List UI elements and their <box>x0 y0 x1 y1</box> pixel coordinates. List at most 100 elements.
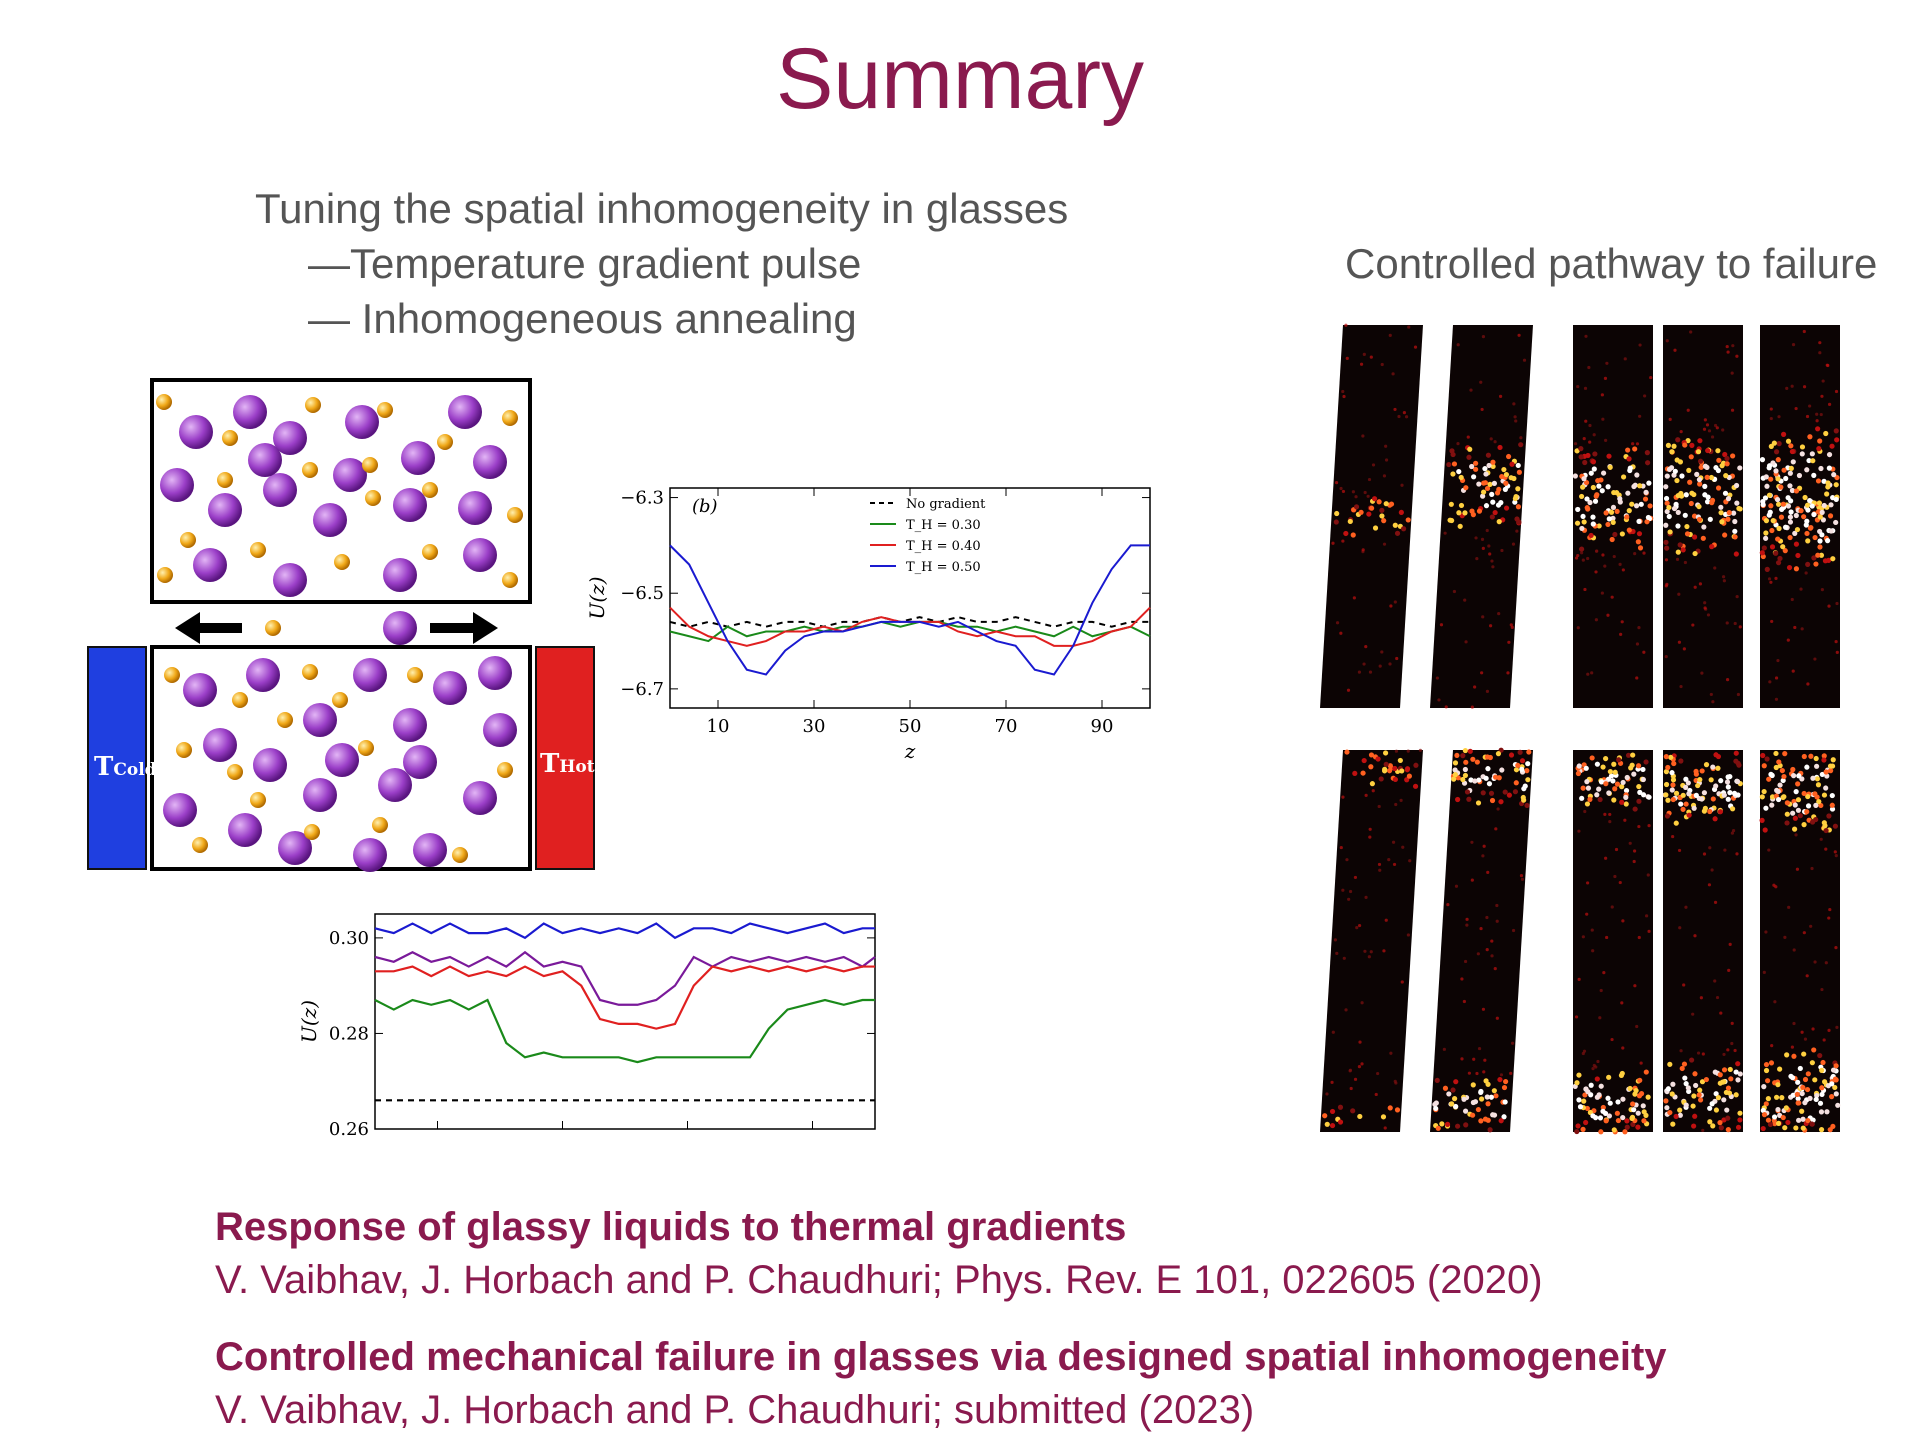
series-line-3 <box>374 998 875 1064</box>
small-particle <box>176 742 192 758</box>
small-particle <box>250 792 266 808</box>
x-tick-label: 90 <box>1091 716 1114 737</box>
small-particle <box>277 712 293 728</box>
large-particle <box>228 813 262 847</box>
tuning-item-annealing: — Inhomogeneous annealing <box>308 295 857 342</box>
slide-title: Summary <box>776 31 1144 127</box>
large-particle <box>433 671 467 705</box>
legend-entry: T_H = 0.40 <box>906 539 981 554</box>
legend-entry: T_H = 0.50 <box>906 560 981 575</box>
large-particle <box>448 395 482 429</box>
left-arrow-icon <box>175 612 242 644</box>
reference-1-authors: V. Vaibhav, J. Horbach and P. Chaudhuri;… <box>215 1258 1543 1302</box>
series-line-3 <box>669 544 1150 676</box>
small-particle <box>334 554 350 570</box>
large-particle <box>263 473 297 507</box>
small-particle <box>377 402 393 418</box>
small-particle <box>332 692 348 708</box>
large-particle <box>463 538 497 572</box>
y-tick-label: 0.28 <box>329 1023 369 1044</box>
y-tick-label: 0.26 <box>329 1119 369 1140</box>
small-particle <box>407 667 423 683</box>
large-particle <box>353 838 387 872</box>
snapshot-panel <box>1572 325 1654 708</box>
transition-particles <box>265 611 417 645</box>
snapshot-panel <box>1759 325 1840 708</box>
legend-entry: No gradient <box>906 497 986 512</box>
large-particle <box>378 768 412 802</box>
small-particle <box>365 490 381 506</box>
small-particle <box>502 410 518 426</box>
reference-2-authors: V. Vaibhav, J. Horbach and P. Chaudhuri;… <box>215 1388 1255 1432</box>
energy-profile-chart-b: −6.3 −6.5 −6.7 10 30 50 70 90 z U(z) (b) No gradien… <box>585 487 1151 763</box>
snapshot-panel <box>1430 747 1533 1133</box>
small-particle <box>302 462 318 478</box>
large-particle <box>483 713 517 747</box>
large-particle <box>333 458 367 492</box>
tuning-item-temperature: —Temperature gradient pulse <box>308 240 862 287</box>
large-particle <box>393 708 427 742</box>
y-tick-label: −6.7 <box>620 679 664 700</box>
y-axis-label: U(z) <box>297 1000 321 1043</box>
large-particle <box>253 748 287 782</box>
y-tick-label: −6.5 <box>620 583 664 604</box>
small-particle <box>362 457 378 473</box>
large-particle <box>463 781 497 815</box>
small-particle <box>217 472 233 488</box>
large-particle <box>393 488 427 522</box>
snapshot-panel <box>1662 750 1743 1133</box>
snapshot-panel <box>1572 750 1653 1135</box>
panel-label: (b) <box>692 496 718 517</box>
large-particle <box>160 468 194 502</box>
large-particle <box>413 833 447 867</box>
small-particle <box>192 837 208 853</box>
hot-reservoir <box>535 646 595 870</box>
large-particle <box>248 443 282 477</box>
large-particle <box>179 415 213 449</box>
lower-particles <box>163 656 517 872</box>
upper-particles <box>156 394 523 597</box>
y-axis-label: U(z) <box>585 577 609 620</box>
plot-frame <box>374 913 876 1130</box>
x-tick-label: 10 <box>707 716 730 737</box>
small-particle <box>358 740 374 756</box>
small-particle <box>507 507 523 523</box>
failure-heading: Controlled pathway to failure <box>1345 240 1878 287</box>
large-particle <box>233 395 267 429</box>
small-particle <box>305 397 321 413</box>
series-line-1 <box>669 620 1151 643</box>
large-particle <box>478 656 512 690</box>
large-particle <box>473 445 507 479</box>
series-line-0 <box>669 616 1150 628</box>
series-line-0 <box>374 922 875 940</box>
small-particle <box>422 482 438 498</box>
small-particle <box>227 764 243 780</box>
t-hot-label: THot <box>540 749 595 779</box>
t-cold-label: TCold <box>94 752 157 782</box>
snapshot-panel <box>1320 748 1423 1132</box>
large-particle <box>183 673 217 707</box>
snapshot-panel <box>1430 325 1533 709</box>
tuning-heading: Tuning the spatial inhomogeneity in glas… <box>255 185 1069 232</box>
series-line-2 <box>669 606 1151 647</box>
reference-1-title: Response of glassy liquids to thermal gr… <box>215 1205 1127 1249</box>
large-particle <box>403 745 437 779</box>
small-particle <box>250 542 266 558</box>
large-particle <box>273 421 307 455</box>
energy-profile-chart-annealing: 0.26 0.28 0.30 U(z) <box>297 913 876 1140</box>
large-particle <box>325 743 359 777</box>
large-particle <box>193 548 227 582</box>
y-tick-label: 0.30 <box>329 928 369 949</box>
small-particle <box>157 567 173 583</box>
large-particle <box>345 405 379 439</box>
large-particle <box>313 503 347 537</box>
small-particle <box>497 762 513 778</box>
small-particle <box>222 430 238 446</box>
x-axis-label: z <box>904 739 916 763</box>
cold-reservoir <box>87 646 147 870</box>
large-particle <box>303 778 337 812</box>
large-particle <box>273 563 307 597</box>
x-tick-label: 30 <box>803 716 826 737</box>
snapshot-panel <box>1663 325 1743 708</box>
large-particle <box>383 611 417 645</box>
